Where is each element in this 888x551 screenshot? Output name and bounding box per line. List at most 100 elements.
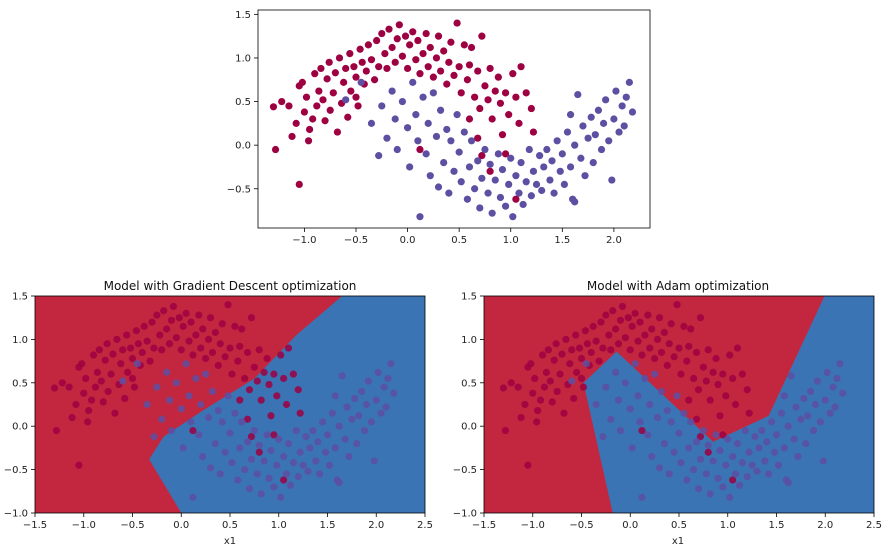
gd-point-class-0 (126, 344, 135, 352)
gd-point-class-1 (143, 400, 151, 409)
top-point-class-0 (352, 93, 360, 101)
gd-point-class-0 (91, 383, 100, 391)
adam-point-class-0 (616, 316, 625, 324)
gd-point-class-1 (387, 360, 395, 368)
adam-point-class-0 (524, 461, 532, 469)
adam-point-class-0 (683, 357, 691, 365)
adam-point-class-0 (731, 400, 740, 409)
adam-point-class-1 (745, 448, 753, 456)
gd-point-class-1 (335, 479, 343, 487)
gd-x-tick-label: 0.5 (222, 520, 238, 531)
top-point-class-0 (509, 70, 517, 78)
top-point-class-1 (599, 119, 608, 127)
gd-y-tick-label: 0.0 (12, 422, 28, 433)
top-point-class-1 (445, 189, 453, 197)
adam-point-class-0 (716, 412, 724, 420)
gd-point-class-0 (257, 396, 265, 404)
top-point-class-1 (546, 176, 554, 184)
top-point-class-0 (373, 36, 381, 45)
gd-point-class-0 (156, 331, 164, 339)
top-point-class-0 (478, 32, 486, 40)
top-point-class-0 (414, 36, 422, 45)
top-point-class-1 (393, 145, 401, 154)
gd-x-tick-label: −1.5 (23, 520, 47, 531)
adam-point-class-0 (536, 396, 545, 404)
adam-point-class-1 (634, 392, 642, 400)
top-point-class-1 (460, 128, 468, 136)
gd-point-class-1 (263, 431, 271, 439)
top-point-class-0 (460, 41, 468, 49)
adam-region-blue (583, 296, 874, 513)
adam-point-class-1 (687, 418, 695, 426)
top-point-class-0 (434, 32, 443, 40)
gd-point-class-1 (245, 485, 254, 493)
gd-point-class-1 (195, 431, 203, 439)
top-point-class-1 (620, 122, 628, 130)
top-point-class-1 (529, 167, 538, 175)
adam-point-class-1 (741, 426, 749, 435)
top-point-class-1 (579, 122, 587, 130)
adam-y-tick-label: −1.0 (453, 509, 477, 520)
top-point-class-1 (476, 204, 484, 212)
gd-point-class-0 (101, 356, 109, 364)
top-point-class-1 (622, 93, 630, 101)
adam-point-class-0 (577, 354, 586, 363)
gd-point-class-1 (218, 418, 226, 426)
adam-point-class-0 (685, 396, 693, 404)
top-point-class-1 (367, 119, 376, 127)
top-point-class-1 (455, 148, 463, 156)
top-point-class-0 (325, 58, 333, 66)
top-point-class-1 (515, 189, 523, 197)
gd-point-class-1 (270, 483, 278, 491)
gd-point-class-0 (130, 383, 139, 391)
gd-point-class-1 (367, 418, 375, 426)
gd-y-tick-label: 1.5 (12, 292, 28, 303)
adam-point-class-1 (714, 474, 722, 482)
adam-point-class-0 (568, 346, 576, 354)
gd-point-class-0 (160, 307, 168, 315)
adam-point-class-0 (577, 374, 586, 383)
gd-point-class-0 (99, 398, 107, 406)
gd-point-class-0 (187, 318, 195, 326)
gd-point-class-0 (182, 309, 190, 317)
adam-point-class-1 (592, 400, 600, 409)
adam-point-class-0 (558, 350, 566, 358)
gd-point-class-0 (75, 461, 83, 469)
top-point-class-0 (455, 63, 463, 71)
adam-y-tick-label: −0.5 (453, 465, 477, 476)
gd-point-class-0 (80, 389, 88, 397)
gd-point-class-0 (218, 320, 226, 328)
gd-point-class-1 (150, 433, 158, 441)
top-point-class-0 (346, 50, 354, 58)
adam-point-class-0 (566, 360, 574, 368)
top-point-class-1 (416, 213, 424, 221)
adam-point-class-0 (501, 426, 510, 435)
top-point-class-1 (471, 185, 479, 193)
adam-point-class-0 (575, 344, 584, 352)
gd-point-class-1 (390, 389, 398, 397)
gd-point-class-1 (167, 426, 176, 435)
gd-point-class-0 (189, 426, 197, 435)
gd-plot-title: Model with Gradient Descent optimization (104, 279, 357, 293)
adam-point-class-0 (570, 394, 578, 403)
gd-point-class-1 (179, 444, 187, 452)
gd-point-class-1 (221, 448, 229, 456)
gd-point-class-1 (325, 461, 334, 469)
adam-point-class-0 (618, 302, 627, 311)
adam-point-class-1 (836, 360, 844, 368)
gd-point-class-1 (306, 444, 314, 452)
top-point-class-0 (447, 38, 455, 46)
adam-point-class-0 (514, 383, 522, 391)
gd-point-class-0 (228, 370, 236, 378)
top-point-class-1 (618, 102, 626, 110)
adam-point-class-1 (792, 403, 800, 411)
adam-point-class-0 (556, 370, 564, 378)
top-point-class-0 (302, 93, 311, 101)
top-point-class-1 (525, 145, 533, 154)
top-point-class-1 (484, 189, 492, 197)
top-point-class-0 (486, 167, 494, 175)
top-point-class-1 (465, 163, 474, 171)
gd-point-class-0 (163, 325, 171, 333)
top-point-class-0 (378, 29, 386, 38)
top-plot-frame (257, 9, 651, 229)
